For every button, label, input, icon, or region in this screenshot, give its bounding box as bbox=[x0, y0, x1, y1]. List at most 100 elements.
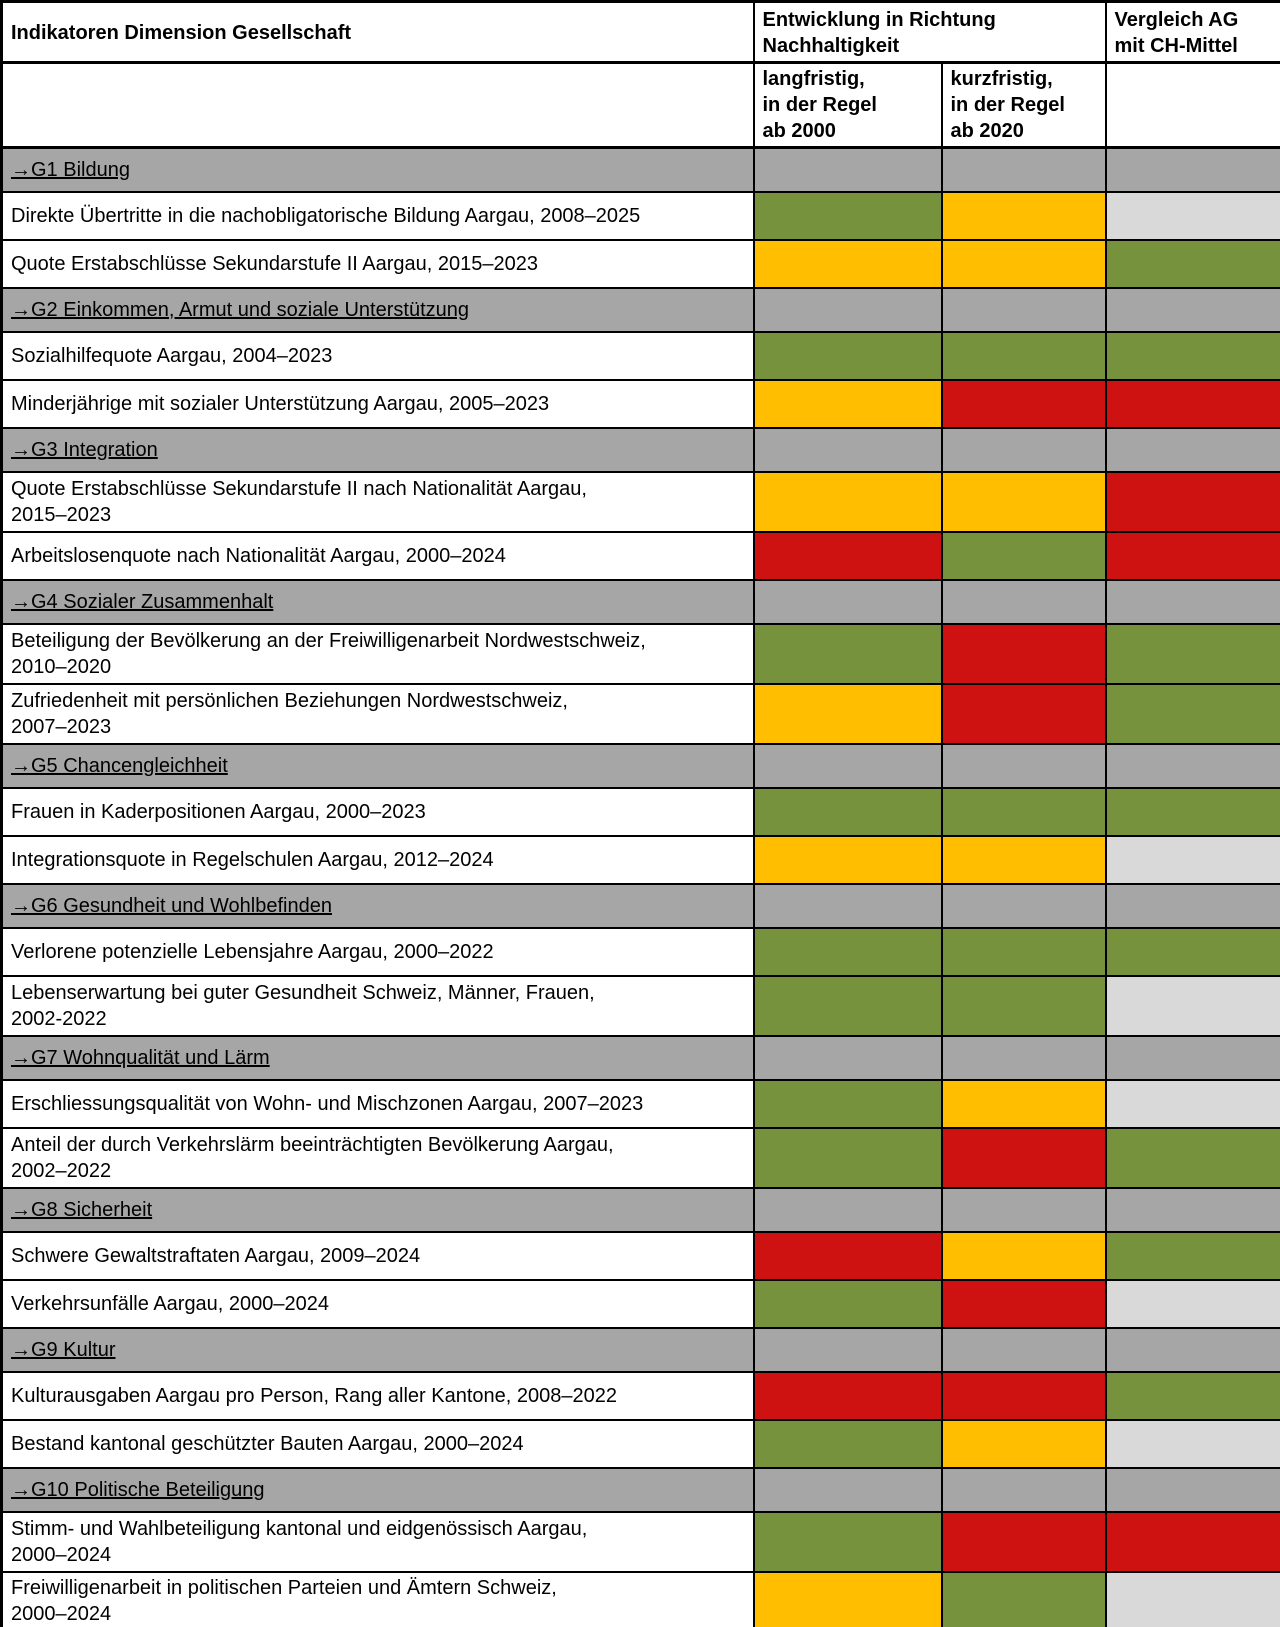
cell-langfristig-green bbox=[752, 1078, 943, 1129]
cell-vergleich-green bbox=[1104, 1370, 1280, 1421]
cell-langfristig-green bbox=[752, 1126, 943, 1189]
cell-vergleich-section bbox=[1104, 742, 1280, 789]
section-row: →G5 Chancengleichheit bbox=[0, 742, 1280, 789]
section-link[interactable]: →G7 Wohnqualität und Lärm bbox=[11, 1046, 270, 1069]
indicator-label: Beteiligung der Bevölkerung an der Freiw… bbox=[0, 622, 755, 685]
indicator-label: Zufriedenheit mit persönlichen Beziehung… bbox=[0, 682, 755, 745]
cell-kurzfristig-section bbox=[940, 146, 1107, 193]
cell-vergleich-green bbox=[1104, 1126, 1280, 1189]
section-link[interactable]: →G2 Einkommen, Armut und soziale Unterst… bbox=[11, 298, 469, 321]
cell-langfristig-green bbox=[752, 926, 943, 977]
cell-langfristig-green bbox=[752, 786, 943, 837]
cell-langfristig-yellow bbox=[752, 238, 943, 289]
cell-kurzfristig-yellow bbox=[940, 238, 1107, 289]
table-body: →G1 Bildung Direkte Übertritte in die nac… bbox=[0, 146, 1280, 1627]
cell-kurzfristig-yellow bbox=[940, 1418, 1107, 1469]
cell-vergleich-green bbox=[1104, 330, 1280, 381]
indicator-label: Schwere Gewaltstraftaten Aargau, 2009–20… bbox=[0, 1230, 755, 1281]
cell-kurzfristig-green bbox=[940, 530, 1107, 581]
section-row: →G6 Gesundheit und Wohlbefinden bbox=[0, 882, 1280, 929]
cell-langfristig-section bbox=[752, 882, 943, 929]
section-label-cell: →G2 Einkommen, Armut und soziale Unterst… bbox=[0, 286, 755, 333]
section-label-cell: →G7 Wohnqualität und Lärm bbox=[0, 1034, 755, 1081]
cell-vergleich-green bbox=[1104, 622, 1280, 685]
section-row: →G3 Integration bbox=[0, 426, 1280, 473]
section-link[interactable]: →G6 Gesundheit und Wohlbefinden bbox=[11, 894, 332, 917]
cell-langfristig-yellow bbox=[752, 378, 943, 429]
header-empty-indicator bbox=[0, 61, 755, 149]
cell-vergleich-green bbox=[1104, 238, 1280, 289]
cell-kurzfristig-red bbox=[940, 378, 1107, 429]
indicator-label: Verlorene potenzielle Lebensjahre Aargau… bbox=[0, 926, 755, 977]
cell-kurzfristig-yellow bbox=[940, 190, 1107, 241]
section-link[interactable]: →G9 Kultur bbox=[11, 1338, 116, 1361]
cell-vergleich-lightgray bbox=[1104, 1078, 1280, 1129]
section-link[interactable]: →G1 Bildung bbox=[11, 158, 130, 181]
indicator-row: Arbeitslosenquote nach Nationalität Aarg… bbox=[0, 530, 1280, 581]
cell-vergleich-red bbox=[1104, 378, 1280, 429]
cell-kurzfristig-yellow bbox=[940, 834, 1107, 885]
cell-vergleich-green bbox=[1104, 682, 1280, 745]
cell-vergleich-section bbox=[1104, 1186, 1280, 1233]
section-label-cell: →G1 Bildung bbox=[0, 146, 755, 193]
cell-vergleich-red bbox=[1104, 530, 1280, 581]
cell-kurzfristig-green bbox=[940, 786, 1107, 837]
cell-vergleich-section bbox=[1104, 882, 1280, 929]
indicator-label: Minderjährige mit sozialer Unterstützung… bbox=[0, 378, 755, 429]
cell-langfristig-green bbox=[752, 190, 943, 241]
section-link[interactable]: →G3 Integration bbox=[11, 438, 158, 461]
header-empty-comparison bbox=[1104, 61, 1280, 149]
cell-langfristig-green bbox=[752, 1278, 943, 1329]
header-sub-shortterm: kurzfristig, in der Regel ab 2020 bbox=[940, 61, 1107, 149]
cell-vergleich-green bbox=[1104, 786, 1280, 837]
cell-langfristig-yellow bbox=[752, 470, 943, 533]
cell-vergleich-green bbox=[1104, 926, 1280, 977]
cell-langfristig-yellow bbox=[752, 1570, 943, 1627]
header-sub-longterm: langfristig, in der Regel ab 2000 bbox=[752, 61, 943, 149]
cell-vergleich-section bbox=[1104, 286, 1280, 333]
indicator-label: Bestand kantonal geschützter Bauten Aarg… bbox=[0, 1418, 755, 1469]
section-label-cell: →G6 Gesundheit und Wohlbefinden bbox=[0, 882, 755, 929]
section-label-cell: →G4 Sozialer Zusammenhalt bbox=[0, 578, 755, 625]
cell-kurzfristig-section bbox=[940, 1466, 1107, 1513]
cell-vergleich-section bbox=[1104, 426, 1280, 473]
cell-langfristig-section bbox=[752, 426, 943, 473]
section-row: →G9 Kultur bbox=[0, 1326, 1280, 1373]
section-link[interactable]: →G8 Sicherheit bbox=[11, 1198, 153, 1221]
section-link[interactable]: →G4 Sozialer Zusammenhalt bbox=[11, 590, 274, 613]
indicator-row: Verlorene potenzielle Lebensjahre Aargau… bbox=[0, 926, 1280, 977]
section-row: →G1 Bildung bbox=[0, 146, 1280, 193]
header-indicator: Indikatoren Dimension Gesellschaft bbox=[0, 0, 755, 64]
section-label-cell: →G10 Politische Beteiligung bbox=[0, 1466, 755, 1513]
cell-kurzfristig-section bbox=[940, 1326, 1107, 1373]
cell-langfristig-yellow bbox=[752, 834, 943, 885]
section-row: →G8 Sicherheit bbox=[0, 1186, 1280, 1233]
cell-kurzfristig-section bbox=[940, 578, 1107, 625]
header-development: Entwicklung in Richtung Nachhaltigkeit bbox=[752, 0, 1107, 64]
cell-kurzfristig-green bbox=[940, 1570, 1107, 1627]
section-link[interactable]: →G10 Politische Beteiligung bbox=[11, 1478, 265, 1501]
section-row: →G4 Sozialer Zusammenhalt bbox=[0, 578, 1280, 625]
indicator-row: Lebenserwartung bei guter Gesundheit Sch… bbox=[0, 974, 1280, 1037]
cell-kurzfristig-green bbox=[940, 974, 1107, 1037]
section-row: →G10 Politische Beteiligung bbox=[0, 1466, 1280, 1513]
section-link[interactable]: →G5 Chancengleichheit bbox=[11, 754, 228, 777]
indicator-row: Erschliessungsqualität von Wohn- und Mis… bbox=[0, 1078, 1280, 1129]
indicator-row: Schwere Gewaltstraftaten Aargau, 2009–20… bbox=[0, 1230, 1280, 1281]
cell-kurzfristig-red bbox=[940, 1370, 1107, 1421]
cell-kurzfristig-green bbox=[940, 926, 1107, 977]
indicator-row: Zufriedenheit mit persönlichen Beziehung… bbox=[0, 682, 1280, 745]
cell-kurzfristig-section bbox=[940, 286, 1107, 333]
indicator-label: Stimm- und Wahlbeteiligung kantonal und … bbox=[0, 1510, 755, 1573]
cell-vergleich-section bbox=[1104, 1034, 1280, 1081]
indicator-label: Integrationsquote in Regelschulen Aargau… bbox=[0, 834, 755, 885]
indicator-label: Direkte Übertritte in die nachobligatori… bbox=[0, 190, 755, 241]
indicator-row: Direkte Übertritte in die nachobligatori… bbox=[0, 190, 1280, 241]
indicator-row: Bestand kantonal geschützter Bauten Aarg… bbox=[0, 1418, 1280, 1469]
indicator-label: Quote Erstabschlüsse Sekundarstufe II na… bbox=[0, 470, 755, 533]
cell-kurzfristig-section bbox=[940, 882, 1107, 929]
cell-kurzfristig-red bbox=[940, 622, 1107, 685]
section-row: →G2 Einkommen, Armut und soziale Unterst… bbox=[0, 286, 1280, 333]
cell-kurzfristig-red bbox=[940, 1510, 1107, 1573]
